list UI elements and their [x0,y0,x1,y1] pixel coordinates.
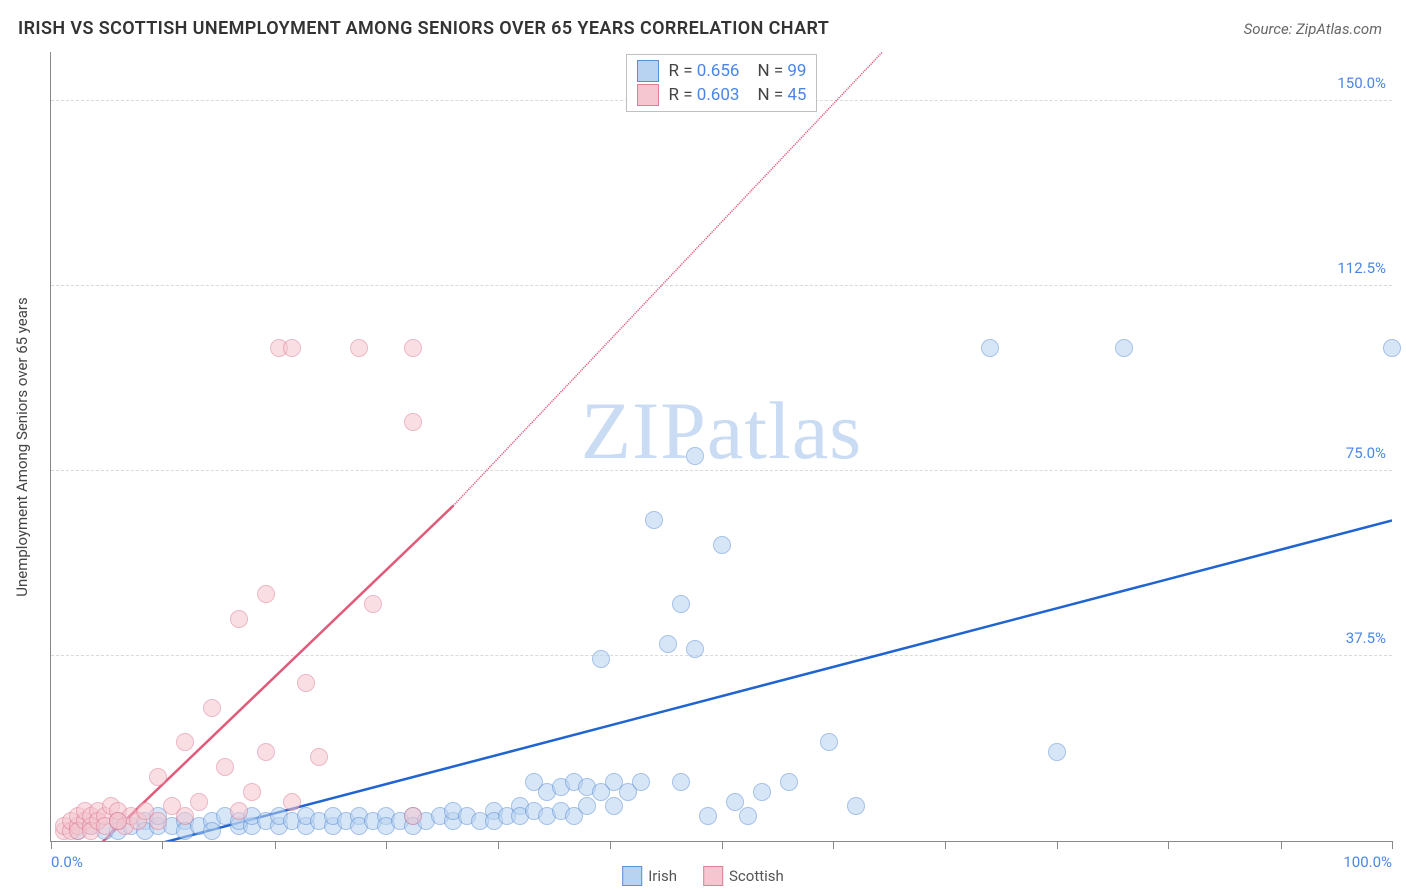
legend-item: Scottish [703,866,784,886]
x-tick [1392,841,1393,849]
n-value: N = 45 [757,85,806,105]
r-value: R = 0.656 [669,61,740,81]
data-point [592,650,610,668]
watermark: ZIPatlas [581,384,862,478]
data-point [176,807,194,825]
x-tick [1057,841,1058,849]
data-point [283,793,301,811]
data-point [283,339,301,357]
data-point [659,635,677,653]
x-tick [833,841,834,849]
data-point [149,812,167,830]
data-point [1048,743,1066,761]
series-swatch [637,84,659,106]
y-tick-label: 112.5% [1337,259,1386,277]
data-point [753,783,771,801]
x-tick [162,841,163,849]
data-point [297,674,315,692]
data-point [203,699,221,717]
data-point [257,743,275,761]
data-point [672,595,690,613]
data-point [109,812,127,830]
legend-item: Irish [622,866,677,886]
gridline [51,470,1392,471]
x-tick [610,841,611,849]
data-point [780,773,798,791]
data-point [404,339,422,357]
data-point [310,748,328,766]
legend: Irish Scottish [622,866,784,886]
data-point [149,768,167,786]
data-point [645,511,663,529]
data-point [820,733,838,751]
series-swatch [637,60,659,82]
y-tick-label: 75.0% [1346,444,1386,462]
x-tick [945,841,946,849]
chart-title: IRISH VS SCOTTISH UNEMPLOYMENT AMONG SEN… [18,18,829,39]
data-point [364,595,382,613]
stats-row: R = 0.656 N = 99 [637,59,807,83]
data-point [739,807,757,825]
trend-lines [51,52,1392,841]
x-tick [1281,841,1282,849]
x-axis-label: 100.0% [1343,853,1392,871]
x-tick [386,841,387,849]
legend-label: Scottish [729,867,784,885]
data-point [230,802,248,820]
legend-swatch [622,866,642,886]
data-point [605,797,623,815]
gridline [51,285,1392,286]
data-point [230,610,248,628]
data-point [981,339,999,357]
data-point [578,797,596,815]
data-point [847,797,865,815]
data-point [713,536,731,554]
legend-label: Irish [648,867,677,885]
x-tick [498,841,499,849]
x-axis-label: 0.0% [51,853,83,871]
stats-row: R = 0.603 N = 45 [637,83,807,107]
data-point [699,807,717,825]
source-attribution: Source: ZipAtlas.com [1244,20,1382,38]
r-value: R = 0.603 [669,85,740,105]
x-tick [275,841,276,849]
data-point [350,339,368,357]
legend-swatch [703,866,723,886]
data-point [404,807,422,825]
x-tick [1168,841,1169,849]
data-point [1115,339,1133,357]
data-point [404,413,422,431]
x-tick [51,841,52,849]
data-point [632,773,650,791]
y-tick-label: 150.0% [1337,74,1386,92]
correlation-stats-box: R = 0.656 N = 99 R = 0.603 N = 45 [626,54,818,112]
n-value: N = 99 [757,61,806,81]
data-point [176,733,194,751]
y-axis-title: Unemployment Among Seniors over 65 years [13,297,31,596]
data-point [686,447,704,465]
data-point [1383,339,1401,357]
data-point [243,783,261,801]
data-point [203,822,221,840]
data-point [257,585,275,603]
data-point [726,793,744,811]
data-point [190,793,208,811]
data-point [216,758,234,776]
x-tick [722,841,723,849]
plot-area: Unemployment Among Seniors over 65 years… [50,52,1392,842]
gridline [51,655,1392,656]
y-tick-label: 37.5% [1346,629,1386,647]
data-point [672,773,690,791]
data-point [686,640,704,658]
